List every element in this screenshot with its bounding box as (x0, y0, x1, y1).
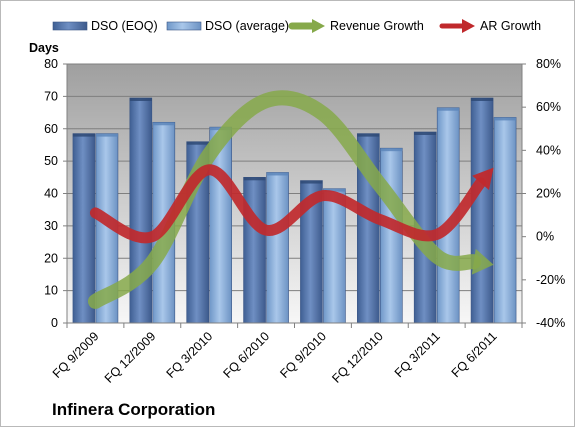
x-tick-label: FQ 9/2010 (277, 329, 329, 381)
y2-tick-label: 20% (536, 187, 561, 201)
legend-label: Revenue Growth (330, 19, 424, 33)
y-tick-label: 50 (44, 154, 58, 168)
bar (323, 188, 346, 324)
y2-tick-label: 0% (536, 230, 554, 244)
legend-label: DSO (average) (205, 19, 289, 33)
legend-label: AR Growth (480, 19, 541, 33)
legend: DSO (EOQ) DSO (average) Revenue Growth AR G… (52, 19, 541, 33)
x-tick-label: FQ 9/2009 (50, 329, 102, 381)
bar (243, 177, 266, 324)
bar-top (414, 131, 437, 135)
bar-top (243, 177, 266, 181)
bar-top (129, 97, 152, 101)
legend-swatch (166, 21, 202, 31)
x-tick-label: FQ 3/2011 (392, 329, 443, 380)
bar-top (300, 180, 323, 184)
x-tick-label: FQ 6/2010 (221, 329, 273, 381)
legend-label: DSO (EOQ) (91, 19, 158, 33)
bar (470, 97, 494, 324)
y-tick-label: 60 (44, 122, 58, 136)
bar-top (437, 107, 460, 111)
company-label: Infinera Corporation (52, 400, 216, 419)
line-series (87, 90, 494, 309)
legend-swatch (52, 21, 88, 31)
y-axis-title: Days (29, 41, 59, 55)
bar-top (152, 122, 175, 126)
y-tick-label: 70 (44, 89, 58, 103)
y-tick-label: 40 (44, 187, 58, 201)
y-tick-label: 80 (44, 57, 58, 71)
bar-top (380, 148, 403, 152)
x-tick-label: FQ 12/2009 (102, 329, 159, 386)
bar-top (494, 117, 517, 121)
y-tick-label: 20 (44, 251, 58, 265)
bar-top (186, 141, 209, 145)
series-line (89, 164, 487, 244)
bar-top (323, 188, 346, 192)
y-tick-label: 0 (51, 316, 58, 330)
legend-arrowhead (462, 19, 475, 33)
bar (493, 117, 517, 324)
y2-tick-label: -20% (536, 273, 565, 287)
y2-tick-label: -40% (536, 316, 565, 330)
x-tick-label: FQ 12/2010 (329, 329, 386, 386)
bar (72, 133, 96, 324)
bar (266, 172, 289, 324)
y2-tick-label: 80% (536, 57, 561, 71)
series-arrowhead (471, 248, 494, 275)
bar-top (95, 133, 118, 137)
series-arrowhead (472, 167, 494, 190)
x-tick-label: FQ 3/2010 (164, 329, 216, 381)
y-tick-label: 30 (44, 219, 58, 233)
bar-top (471, 97, 494, 101)
bar-top (357, 133, 380, 137)
y-tick-label: 10 (44, 284, 58, 298)
y2-tick-label: 40% (536, 143, 561, 157)
bar-top (72, 133, 95, 137)
bar (380, 147, 403, 324)
x-tick-label: FQ 6/2011 (449, 329, 500, 380)
y2-tick-label: 60% (536, 100, 561, 114)
legend-arrowhead (312, 19, 325, 33)
bar-top (266, 172, 289, 176)
series-line (87, 90, 482, 309)
